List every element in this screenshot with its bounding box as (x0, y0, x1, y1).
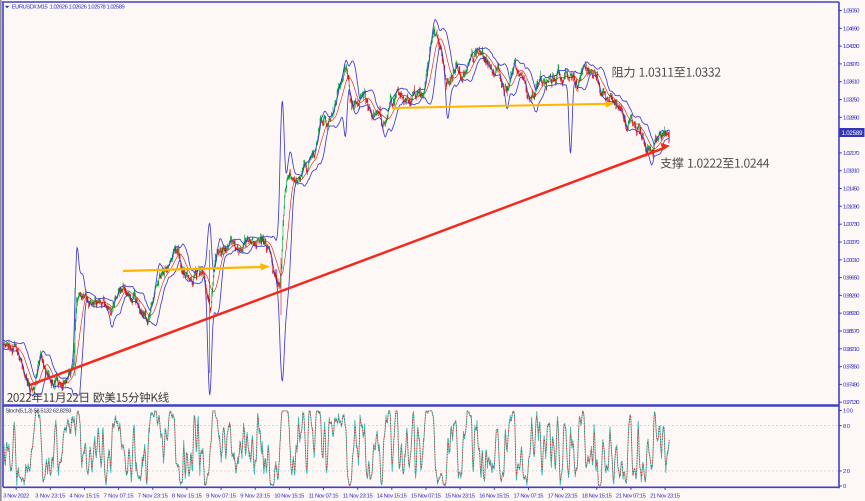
svg-text:1.04690: 1.04690 (843, 26, 860, 32)
svg-text:1.03250: 1.03250 (843, 98, 860, 104)
svg-text:3 Nov 2022: 3 Nov 2022 (3, 494, 29, 500)
svg-text:17 Nov 07:15: 17 Nov 07:15 (514, 494, 544, 500)
svg-text:7 Nov 23:15: 7 Nov 23:15 (138, 494, 168, 500)
svg-text:0.98930: 0.98930 (843, 311, 860, 317)
svg-text:80: 80 (843, 424, 850, 430)
svg-text:9 Nov 07:15: 9 Nov 07:15 (206, 494, 236, 500)
svg-text:0.99650: 0.99650 (843, 276, 860, 282)
svg-text:15 Nov 07:15: 15 Nov 07:15 (411, 494, 441, 500)
svg-text:4 Nov 15:15: 4 Nov 15:15 (70, 494, 100, 500)
svg-text:0.98210: 0.98210 (843, 347, 860, 353)
svg-text:10 Nov 15:15: 10 Nov 15:15 (274, 494, 304, 500)
svg-text:1.00370: 1.00370 (843, 240, 860, 246)
svg-text:11 Nov 07:15: 11 Nov 07:15 (309, 494, 339, 500)
svg-text:3 Nov 23:15: 3 Nov 23:15 (35, 494, 65, 500)
svg-text:11 Nov 23:15: 11 Nov 23:15 (343, 494, 373, 500)
svg-text:1.03610: 1.03610 (843, 80, 860, 86)
svg-text:1.02890: 1.02890 (843, 115, 860, 121)
svg-text:0.97850: 0.97850 (843, 365, 860, 371)
svg-text:100: 100 (843, 409, 853, 415)
svg-text:17 Nov 23:15: 17 Nov 23:15 (548, 494, 578, 500)
svg-text:0.97490: 0.97490 (843, 382, 860, 388)
svg-text:0.98570: 0.98570 (843, 329, 860, 335)
svg-text:16 Nov 15:15: 16 Nov 15:15 (479, 494, 509, 500)
svg-text:1.03970: 1.03970 (843, 62, 860, 68)
svg-text:1.00010: 1.00010 (843, 258, 860, 264)
svg-text:1.02589: 1.02589 (842, 130, 864, 137)
svg-text:7 Nov 07:15: 7 Nov 07:15 (104, 494, 134, 500)
svg-text:1.00730: 1.00730 (843, 222, 860, 228)
svg-text:20: 20 (843, 469, 850, 475)
svg-text:1.01810: 1.01810 (843, 169, 860, 175)
svg-text:1.01090: 1.01090 (843, 204, 860, 210)
svg-text:15 Nov 23:15: 15 Nov 23:15 (445, 494, 475, 500)
svg-text:8 Nov 15:15: 8 Nov 15:15 (172, 494, 202, 500)
svg-text:21 Nov 07:15: 21 Nov 07:15 (616, 494, 646, 500)
svg-text:21 Nov 23:15: 21 Nov 23:15 (650, 494, 680, 500)
svg-text:EURUSD#,M15 1.02626 1.02626 1: EURUSD#,M15 1.02626 1.02626 1.02578 1.02… (12, 5, 125, 11)
svg-text:1.02170: 1.02170 (843, 151, 860, 157)
svg-text:9 Nov 23:15: 9 Nov 23:15 (240, 494, 270, 500)
svg-text:1.01450: 1.01450 (843, 187, 860, 193)
svg-text:0: 0 (843, 484, 846, 490)
svg-text:0.99290: 0.99290 (843, 293, 860, 299)
svg-text:1.05050: 1.05050 (843, 9, 860, 15)
svg-text:18 Nov 15:15: 18 Nov 15:15 (582, 494, 612, 500)
svg-text:Stoch(5,1,3) 58.5132 62.8293: Stoch(5,1,3) 58.5132 62.8293 (6, 408, 72, 414)
svg-text:0.97130: 0.97130 (843, 400, 860, 406)
svg-text:14 Nov 15:15: 14 Nov 15:15 (377, 494, 407, 500)
svg-text:1.04330: 1.04330 (843, 44, 860, 50)
